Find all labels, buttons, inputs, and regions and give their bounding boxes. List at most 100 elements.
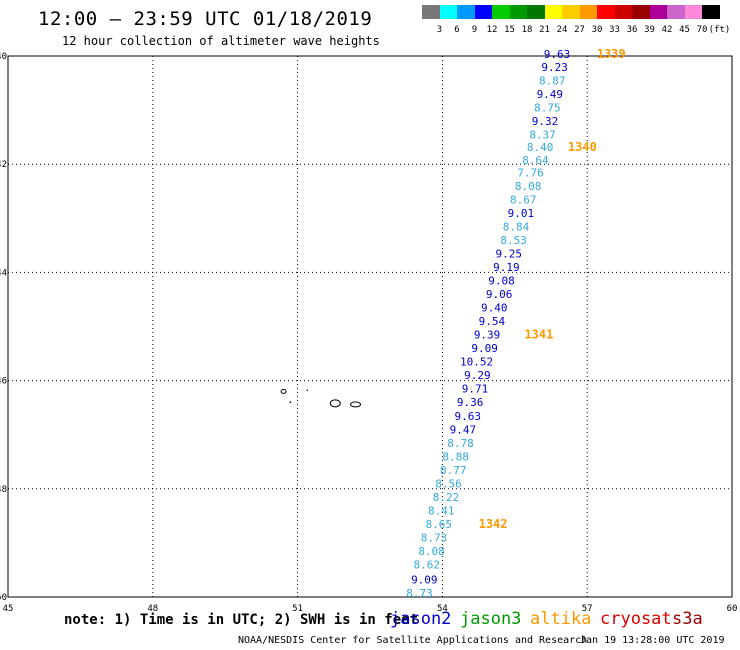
lon-tick-label: 57 xyxy=(582,604,593,614)
colorbar-label: 39 xyxy=(644,25,655,35)
wave-height-reading: 9.19 xyxy=(493,261,520,274)
wave-height-reading: 8.75 xyxy=(534,101,561,114)
wave-height-reading: 8.84 xyxy=(503,220,530,233)
wave-height-reading: 9.09 xyxy=(471,342,498,355)
legend-item-altika: altika xyxy=(530,609,592,629)
lon-tick-label: 48 xyxy=(147,604,158,614)
lat-tick-label: -48 xyxy=(0,485,7,495)
wave-height-reading: 8.65 xyxy=(426,518,453,531)
wave-height-reading: 8.77 xyxy=(440,464,467,477)
colorbar-swatch xyxy=(632,5,650,19)
wave-height-reading: 9.71 xyxy=(462,383,489,396)
colorbar-swatch xyxy=(667,5,685,19)
wave-height-reading: 9.23 xyxy=(541,61,568,74)
colorbar-label: 15 xyxy=(504,25,515,35)
island-outline xyxy=(289,401,292,404)
wave-height-reading: 10.52 xyxy=(460,356,493,369)
colorbar-swatch xyxy=(544,5,562,19)
wave-height-reading: 8.40 xyxy=(527,141,554,154)
wave-height-reading: 8.67 xyxy=(510,193,537,206)
lon-tick-label: 54 xyxy=(437,604,448,614)
wave-height-reading: 8.64 xyxy=(522,154,549,167)
wave-height-reading: 8.78 xyxy=(447,437,474,450)
colorbar-label: 70 xyxy=(696,25,708,35)
colorbar-swatch xyxy=(649,5,667,19)
wave-height-reading: 8.88 xyxy=(442,450,469,463)
timestamp: Jan 19 13:28:00 UTC 2019 xyxy=(580,635,725,646)
wave-height-reading: 8.56 xyxy=(435,477,462,490)
wave-height-reading: 8.22 xyxy=(433,491,460,504)
colorbar-label: 33 xyxy=(609,25,620,35)
legend-item-jason3: jason3 xyxy=(460,609,522,629)
colorbar-label: 45 xyxy=(679,25,690,35)
wave-height-reading: 9.06 xyxy=(486,288,513,301)
wave-height-reading: 9.29 xyxy=(464,369,491,382)
wave-height-reading: 9.32 xyxy=(532,115,559,128)
lat-tick-label: -40 xyxy=(0,52,7,62)
colorbar-label: 36 xyxy=(626,25,638,35)
colorbar-label: (ft) xyxy=(708,25,731,35)
lat-tick-label: -46 xyxy=(0,377,7,387)
island-outline xyxy=(280,388,287,394)
credit: NOAA/NESDIS Center for Satellite Applica… xyxy=(238,635,588,646)
colorbar-swatch xyxy=(509,5,527,19)
wave-height-reading: 7.76 xyxy=(517,166,544,179)
colorbar-swatch xyxy=(422,5,440,19)
colorbar-swatch xyxy=(457,5,475,19)
island-outline xyxy=(350,401,362,408)
lat-tick-label: -42 xyxy=(0,160,7,170)
wave-height-reading: 8.87 xyxy=(539,74,566,87)
wave-height-reading: 9.39 xyxy=(474,329,501,342)
wave-height-reading: 9.40 xyxy=(481,302,508,315)
wave-height-reading: 9.63 xyxy=(455,410,482,423)
colorbar-swatch xyxy=(492,5,510,19)
page-subtitle: 12 hour collection of altimeter wave hei… xyxy=(62,34,380,48)
wave-height-reading: 8.62 xyxy=(413,559,440,572)
colorbar-label: 9 xyxy=(471,25,478,35)
legend-item-cryosat: cryosat xyxy=(600,609,672,629)
colorbar-swatch xyxy=(614,5,632,19)
colorbar-swatch xyxy=(562,5,580,19)
lon-tick-label: 60 xyxy=(727,604,738,614)
wave-height-reading: 9.01 xyxy=(508,207,535,220)
legend-item-s3a: s3a xyxy=(672,609,703,629)
pass-number-label: 1342 xyxy=(479,517,508,531)
colorbar-label: 24 xyxy=(556,25,568,35)
lat-tick-label: -44 xyxy=(0,268,7,278)
wave-height-reading: 8.08 xyxy=(418,545,445,558)
colorbar-label: 27 xyxy=(574,25,585,35)
colorbar-label: 3 xyxy=(436,25,443,35)
colorbar-label: 12 xyxy=(486,25,498,35)
colorbar-swatch xyxy=(474,5,492,19)
island-outline xyxy=(306,389,308,392)
wave-height-reading: 9.09 xyxy=(411,574,438,587)
lon-tick-label: 45 xyxy=(3,604,14,614)
wave-height-reading: 9.63 xyxy=(544,48,571,61)
map-frame xyxy=(7,55,733,598)
note: note: 1) Time is in UTC; 2) SWH is in fe… xyxy=(64,612,419,628)
wave-height-reading: 8.41 xyxy=(428,504,455,517)
legend-item-jason2: jason2 xyxy=(390,609,452,629)
wave-height-reading: 8.73 xyxy=(421,531,448,544)
wave-height-reading: 9.36 xyxy=(457,396,484,409)
wave-height-reading: 8.53 xyxy=(500,234,527,247)
colorbar-label: 6 xyxy=(454,25,460,35)
colorbar-label: 21 xyxy=(539,25,550,35)
page-title: 12:00 – 23:59 UTC 01/18/2019 xyxy=(38,8,373,30)
colorbar-swatch xyxy=(527,5,545,19)
colorbar-swatch xyxy=(702,5,720,19)
wave-height-reading: 9.25 xyxy=(496,247,523,260)
colorbar-label: 30 xyxy=(591,25,603,35)
pass-number-label: 1341 xyxy=(524,328,553,342)
wave-height-reading: 8.73 xyxy=(406,587,433,600)
colorbar-swatch xyxy=(579,5,597,19)
wave-height-reading: 9.54 xyxy=(479,315,506,328)
lon-tick-label: 51 xyxy=(292,604,303,614)
colorbar-label: 42 xyxy=(661,25,673,35)
colorbar-label: 18 xyxy=(521,25,533,35)
wave-height-reading: 8.08 xyxy=(515,180,542,193)
wave-height-reading: 9.49 xyxy=(537,88,564,101)
wave-height-reading: 8.37 xyxy=(529,128,556,141)
colorbar-swatch xyxy=(439,5,457,19)
